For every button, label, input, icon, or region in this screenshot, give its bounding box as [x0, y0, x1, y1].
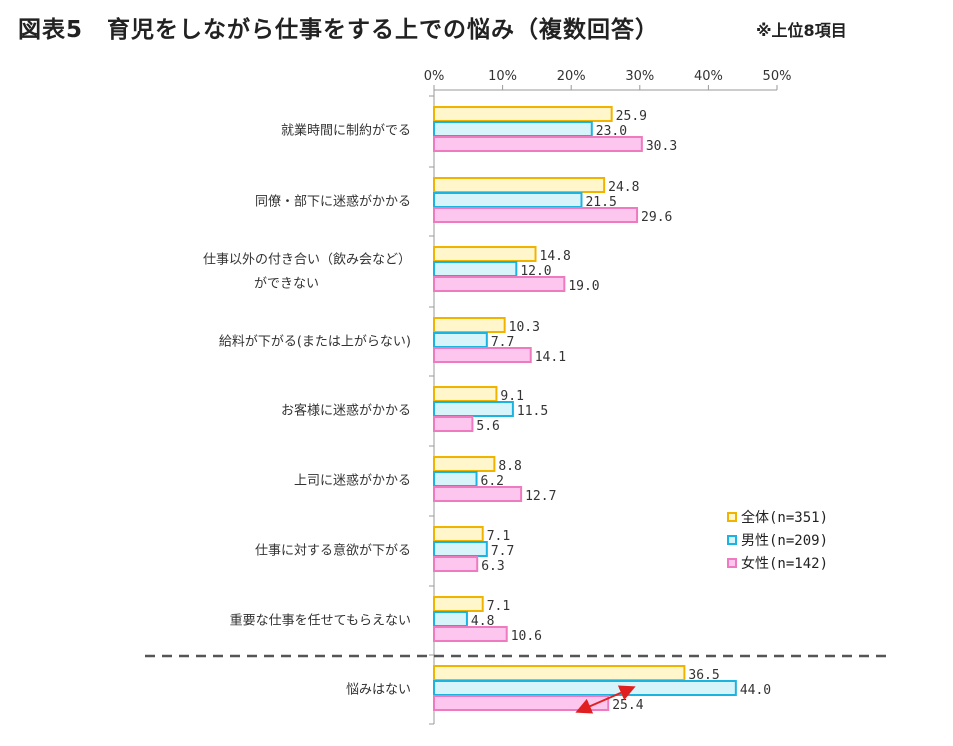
legend-label-male: 男性(n=209)	[741, 532, 829, 549]
legend-item-female: 女性(n=142)	[727, 551, 828, 574]
data-label-all: 10.3	[509, 320, 540, 335]
bar-female	[433, 136, 643, 152]
bar-male	[433, 611, 468, 627]
data-label-all: 9.1	[500, 389, 523, 404]
bar-all	[433, 177, 606, 193]
data-label-female: 25.4	[612, 698, 643, 713]
data-label-all: 14.8	[540, 249, 571, 264]
data-label-male: 7.7	[491, 335, 514, 350]
data-label-female: 5.6	[476, 419, 499, 434]
bar-female	[433, 416, 474, 432]
data-label-male: 21.5	[585, 195, 616, 210]
legend-swatch-female	[727, 557, 737, 568]
bar-male	[433, 471, 478, 487]
category-label: 給料が下がる(または上がらない)	[219, 335, 411, 350]
bar-male	[433, 401, 514, 417]
bar-male	[433, 261, 518, 277]
x-tick-label: 20%	[557, 69, 586, 84]
data-label-all: 7.1	[487, 529, 510, 544]
data-label-male: 6.2	[481, 474, 504, 489]
bar-female	[433, 347, 532, 363]
category-label: 上司に迷惑がかかる	[294, 473, 411, 489]
legend-label-female: 女性(n=142)	[741, 555, 829, 572]
x-tick-label: 10%	[488, 69, 517, 84]
legend-label-all: 全体(n=351)	[741, 509, 829, 526]
legend-swatch-all	[727, 511, 737, 522]
category-label: 仕事以外の付き合い（飲み会など）	[203, 252, 411, 268]
chart-title: 図表5 育児をしながら仕事をする上での悩み（複数回答）	[18, 17, 660, 43]
bar-male	[433, 332, 488, 348]
data-label-all: 7.1	[487, 599, 510, 614]
category-label: 就業時間に制約がでる	[281, 123, 411, 139]
x-tick-label: 50%	[763, 69, 792, 84]
x-tick-label: 30%	[625, 69, 654, 84]
data-label-male: 4.8	[471, 614, 494, 629]
category-label: ができない	[254, 277, 319, 292]
bar-male	[433, 541, 488, 557]
data-label-female: 14.1	[535, 350, 566, 365]
bar-female	[433, 556, 479, 572]
legend-item-all: 全体(n=351)	[727, 505, 828, 528]
data-label-all: 25.9	[616, 109, 647, 124]
x-tick-label: 40%	[694, 69, 723, 84]
bar-all	[433, 665, 686, 681]
bar-female	[433, 486, 523, 502]
data-label-female: 19.0	[568, 279, 599, 294]
bar-male	[433, 680, 737, 696]
data-label-all: 36.5	[688, 668, 719, 683]
category-label: 重要な仕事を任せてもらえない	[230, 613, 411, 629]
category-label: 悩みはない	[346, 683, 411, 698]
data-label-female: 6.3	[481, 559, 504, 574]
data-label-female: 10.6	[511, 629, 542, 644]
data-label-all: 24.8	[608, 180, 639, 195]
legend: 全体(n=351) 男性(n=209) 女性(n=142)	[727, 505, 828, 574]
bar-all	[433, 596, 484, 612]
legend-item-male: 男性(n=209)	[727, 528, 828, 551]
annotation-arrow	[575, 685, 636, 714]
x-tick-label: 0%	[424, 69, 445, 84]
bar-all	[433, 246, 537, 262]
bar-male	[433, 192, 583, 208]
data-label-all: 8.8	[498, 459, 521, 474]
bar-female	[433, 207, 639, 223]
bar-all	[433, 386, 498, 402]
data-label-female: 12.7	[525, 489, 556, 504]
data-label-male: 23.0	[596, 124, 627, 139]
data-label-female: 29.6	[641, 210, 672, 225]
bar-all	[433, 456, 496, 472]
data-label-male: 44.0	[740, 683, 771, 698]
chart-note: ※上位8項目	[756, 21, 847, 40]
bar-all	[433, 317, 506, 333]
bar-all	[433, 526, 484, 542]
data-label-female: 30.3	[646, 139, 677, 154]
category-label: お客様に迷惑がかかる	[281, 403, 411, 419]
category-label: 仕事に対する意欲が下がる	[255, 543, 411, 559]
bar-female	[433, 276, 566, 292]
bar-male	[433, 121, 593, 137]
category-label: 同僚・部下に迷惑がかかる	[255, 194, 411, 210]
legend-swatch-male	[727, 534, 737, 545]
bar-female	[433, 626, 508, 642]
bar-female	[433, 695, 610, 711]
bar-all	[433, 106, 613, 122]
data-label-male: 7.7	[491, 544, 514, 559]
data-label-male: 12.0	[520, 264, 551, 279]
data-label-male: 11.5	[517, 404, 548, 419]
